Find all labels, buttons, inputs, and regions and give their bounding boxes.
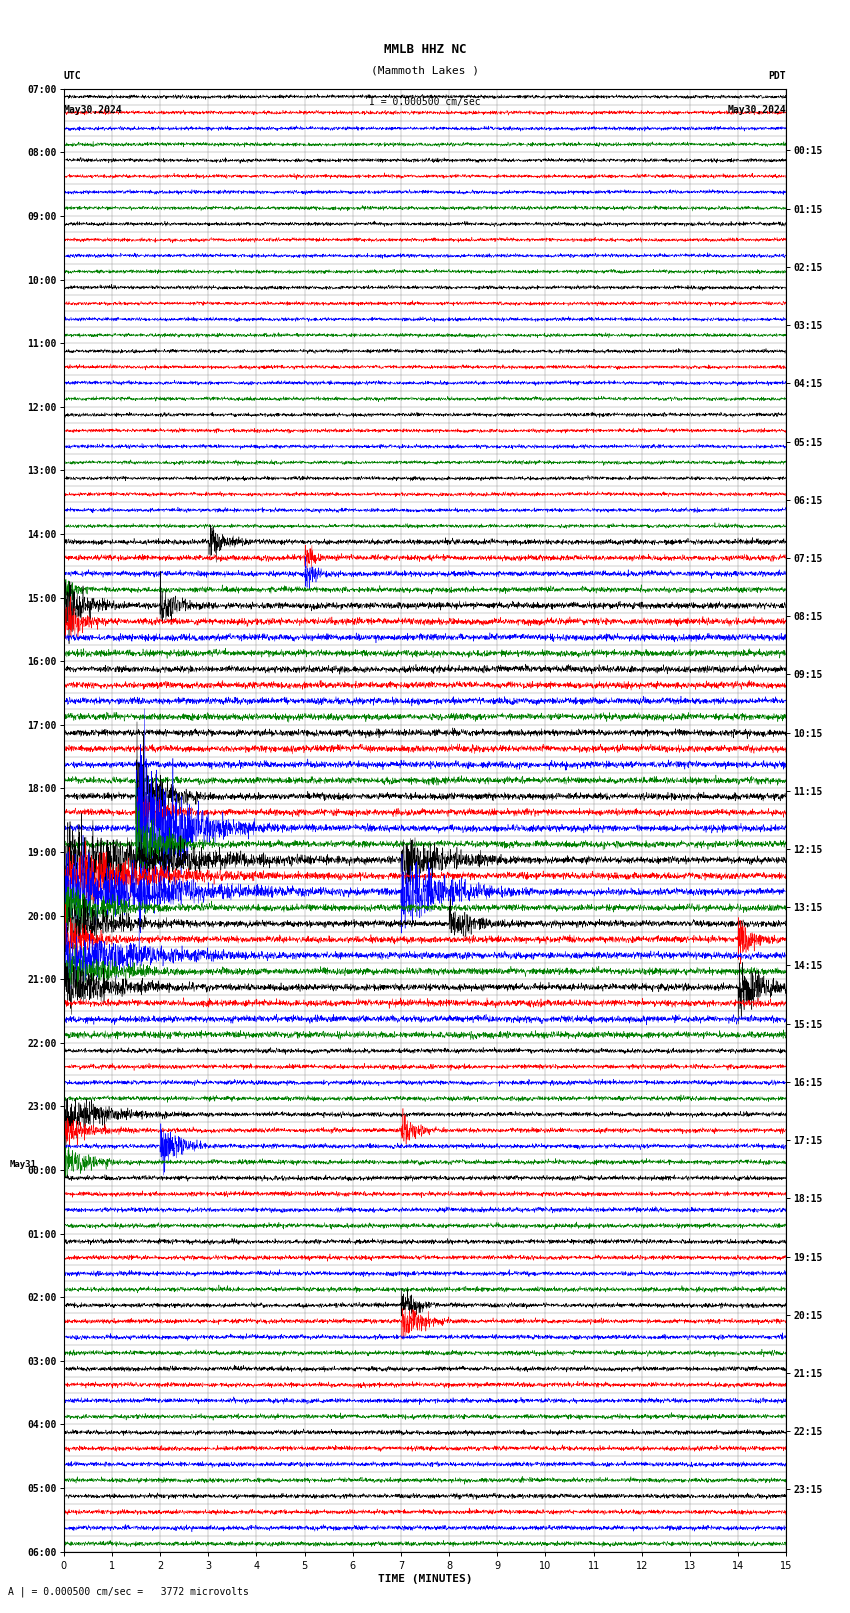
Text: UTC: UTC <box>64 71 82 81</box>
Text: I = 0.000500 cm/sec: I = 0.000500 cm/sec <box>369 97 481 106</box>
Text: May31: May31 <box>9 1160 37 1169</box>
Text: PDT: PDT <box>768 71 786 81</box>
Text: A | = 0.000500 cm/sec =   3772 microvolts: A | = 0.000500 cm/sec = 3772 microvolts <box>8 1586 249 1597</box>
Text: (Mammoth Lakes ): (Mammoth Lakes ) <box>371 66 479 76</box>
Text: May30,2024: May30,2024 <box>64 105 122 115</box>
Text: MMLB HHZ NC: MMLB HHZ NC <box>383 44 467 56</box>
Text: May30,2024: May30,2024 <box>728 105 786 115</box>
X-axis label: TIME (MINUTES): TIME (MINUTES) <box>377 1574 473 1584</box>
